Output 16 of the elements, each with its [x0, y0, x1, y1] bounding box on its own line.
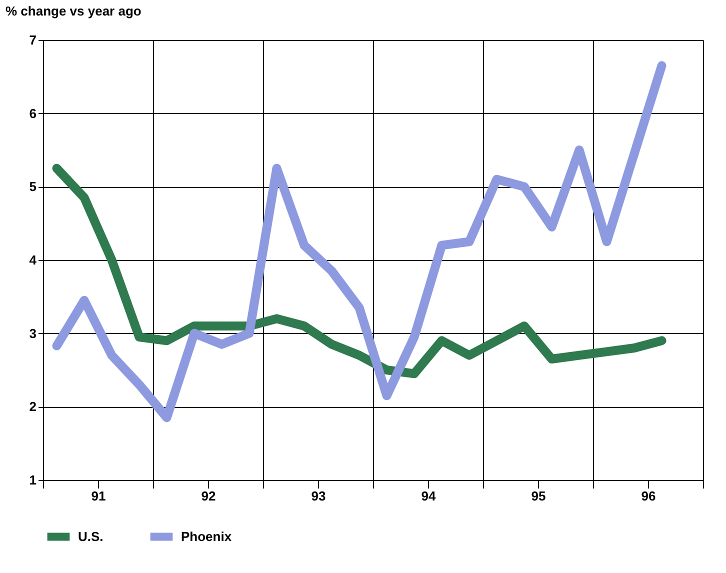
y-tick-label: 3: [29, 326, 36, 341]
y-axis-title: % change vs year ago: [6, 4, 142, 18]
y-tick-label: 1: [29, 472, 36, 488]
y-tick-label: 5: [29, 179, 36, 194]
y-tick-label: 4: [29, 252, 38, 268]
legend-label: U.S.: [78, 528, 104, 544]
x-tick-label: 93: [311, 488, 326, 504]
y-tick-label: 6: [29, 106, 36, 121]
legend-label: Phoenix: [181, 528, 232, 544]
x-tick-label: 96: [641, 488, 656, 504]
x-tick-label: 94: [421, 488, 436, 504]
x-tick-label: 92: [201, 488, 216, 504]
y-tick-label: 7: [29, 32, 36, 48]
y-tick-label: 2: [29, 399, 36, 414]
x-tick-label: 95: [531, 488, 546, 504]
x-tick-label: 91: [91, 488, 106, 504]
